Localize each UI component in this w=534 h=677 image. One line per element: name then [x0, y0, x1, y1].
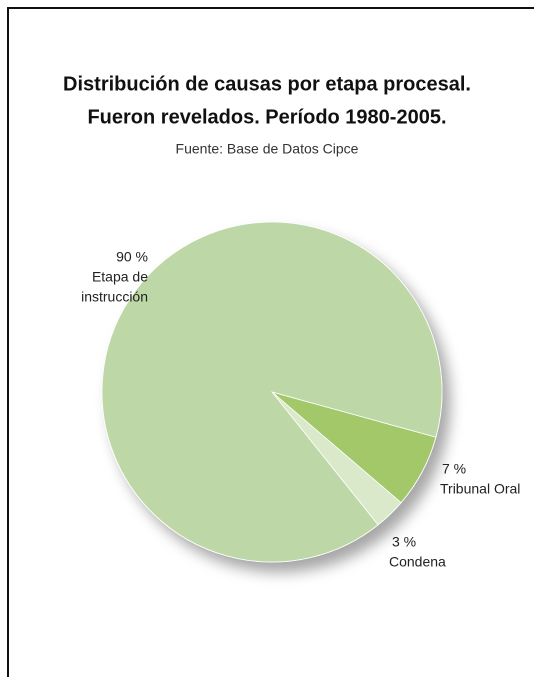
pie: [101, 221, 443, 563]
chart-subtitle: Fuente: Base de Datos Cipce: [176, 141, 359, 157]
category-label: Condena: [389, 554, 446, 570]
pie-slice: [101, 221, 443, 563]
category-label: Tribunal Oral: [440, 481, 520, 497]
value-label: 90 %: [116, 249, 148, 265]
value-label: 3 %: [392, 534, 416, 550]
category-label: instrucción: [81, 289, 148, 305]
value-label: 7 %: [442, 461, 466, 477]
category-label: Etapa de: [92, 269, 148, 285]
frame: [7, 7, 534, 677]
chart-title: Fueron revelados. Período 1980-2005.: [87, 106, 446, 128]
chart-title: Distribución de causas por etapa procesa…: [63, 73, 471, 95]
